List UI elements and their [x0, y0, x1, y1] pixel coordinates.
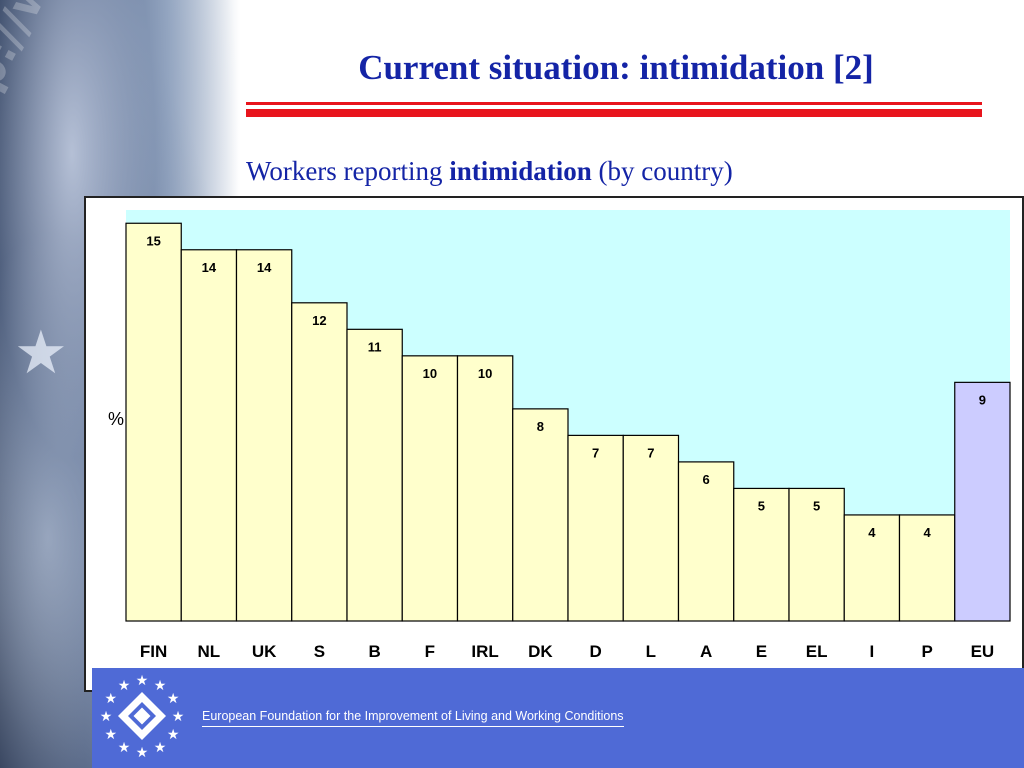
data-label-nl: 14	[202, 260, 217, 275]
bar-nl	[180, 249, 238, 622]
bar-irl	[456, 355, 514, 622]
decorative-url-graphic: http://www	[0, 0, 101, 163]
logo-star-icon: ★	[136, 673, 149, 689]
eurofound-logo: ★ ★★★★★★★★★★★	[100, 673, 185, 761]
subtitle-emphasis: intimidation	[449, 156, 592, 186]
title-underline	[246, 102, 982, 118]
slide-title: Current situation: intimidation [2]	[358, 48, 874, 87]
bar-f	[401, 355, 459, 622]
data-label-l: 7	[647, 445, 654, 460]
logo-star-icon: ★	[167, 691, 180, 707]
x-tick-label-i: I	[870, 642, 875, 661]
decorative-star-icon: ★	[14, 319, 68, 386]
bar-chart: 15 FIN 14 NL 14 UK 12 S 11 B 10 F 10 IRL 8 DK 7 D 7 L 6 A 5 E 5 E…	[108, 210, 1011, 661]
logo-star-icon: ★	[118, 740, 131, 756]
data-label-p: 4	[924, 525, 932, 540]
title-rule-thick	[246, 109, 982, 117]
chart-frame: 15 FIN 14 NL 14 UK 12 S 11 B 10 F 10 IRL 8 DK 7 D 7 L 6 A 5 E 5 E…	[84, 196, 1024, 692]
logo-star-icon: ★	[105, 727, 118, 743]
x-tick-label-f: F	[425, 642, 435, 661]
footer-bar: ★ ★ ★ ★ ★ ★ ★ ★ ★ ★ ★ ★ European Foundation for the…	[92, 668, 1024, 768]
logo-star-icon: ★	[105, 691, 118, 707]
x-tick-label-fin: FIN	[140, 642, 167, 661]
y-axis-label: %	[108, 409, 124, 429]
logo-star-icon: ★	[167, 727, 180, 743]
x-tick-label-e: E	[756, 642, 767, 661]
data-label-a: 6	[703, 472, 710, 487]
data-label-i: 4	[868, 525, 876, 540]
data-label-uk: 14	[257, 260, 272, 275]
data-label-dk: 8	[537, 419, 544, 434]
x-tick-label-l: L	[646, 642, 656, 661]
logo-star-icon: ★	[100, 709, 113, 725]
bar-d	[567, 434, 624, 622]
bar-el	[788, 487, 845, 622]
bar-l	[622, 434, 680, 622]
footer-organization-name: European Foundation for the Improvement …	[202, 709, 624, 727]
x-tick-label-eu: EU	[971, 642, 995, 661]
bar-uk	[235, 249, 293, 622]
x-tick-label-el: EL	[806, 642, 828, 661]
x-tick-label-nl: NL	[198, 642, 221, 661]
data-label-d: 7	[592, 445, 599, 460]
logo-star-icon: ★	[172, 709, 185, 725]
bar-p	[898, 514, 956, 622]
data-label-e: 5	[758, 498, 765, 513]
bar-eu	[954, 381, 1011, 622]
logo-diamond-core	[133, 707, 151, 725]
data-label-eu: 9	[979, 392, 986, 407]
data-label-el: 5	[813, 498, 820, 513]
x-tick-label-dk: DK	[528, 642, 553, 661]
chart-subtitle: Workers reporting intimidation (by count…	[246, 156, 866, 187]
x-tick-label-s: S	[314, 642, 325, 661]
bar-i	[843, 514, 901, 622]
x-tick-label-irl: IRL	[471, 642, 498, 661]
logo-star-icon: ★	[136, 745, 149, 761]
bar-dk	[512, 408, 569, 622]
data-label-irl: 10	[478, 366, 492, 381]
subtitle-suffix: (by country)	[591, 156, 733, 186]
data-label-b: 11	[368, 339, 382, 354]
x-tick-label-uk: UK	[252, 642, 277, 661]
bar-b	[346, 328, 403, 622]
bar-fin	[125, 222, 182, 622]
logo-star-icon: ★	[154, 740, 167, 756]
data-label-f: 10	[423, 366, 437, 381]
logo-star-icon: ★	[154, 678, 167, 694]
bar-e	[733, 487, 790, 622]
bar-s	[291, 302, 348, 622]
data-label-fin: 15	[146, 233, 160, 248]
title-rule-thin	[246, 102, 982, 105]
x-tick-label-p: P	[921, 642, 932, 661]
subtitle-prefix: Workers reporting	[246, 156, 450, 186]
data-label-s: 12	[312, 313, 326, 328]
x-tick-label-d: D	[589, 642, 601, 661]
x-tick-label-a: A	[700, 642, 712, 661]
x-tick-label-b: B	[368, 642, 380, 661]
logo-star-icon: ★	[118, 678, 131, 694]
